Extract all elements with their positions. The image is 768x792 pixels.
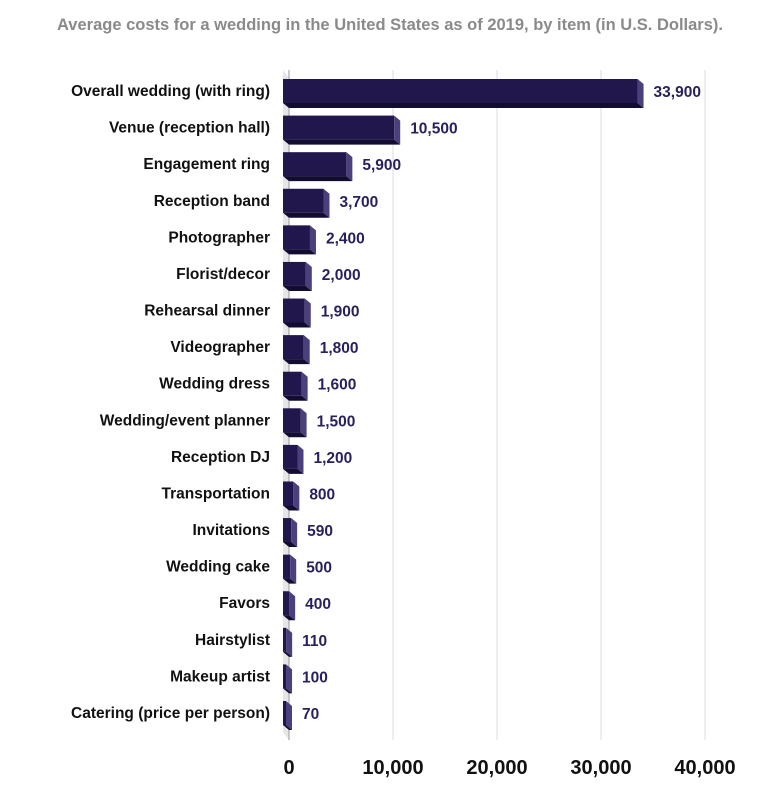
category-label: Engagement ring xyxy=(143,156,270,173)
value-label: 1,600 xyxy=(318,377,357,394)
category-label: Florist/decor xyxy=(176,266,270,283)
category-label: Videographer xyxy=(170,339,270,356)
value-label: 70 xyxy=(302,706,319,723)
x-tick-label: 30,000 xyxy=(570,757,631,779)
bar xyxy=(283,152,347,177)
value-label: 10,500 xyxy=(410,121,457,138)
bar xyxy=(283,591,290,616)
bar xyxy=(283,701,286,725)
bar xyxy=(283,371,302,396)
bar-bottom xyxy=(283,359,310,365)
value-label: 33,900 xyxy=(654,84,701,101)
value-label: 2,000 xyxy=(322,267,361,284)
category-label: Venue (reception hall) xyxy=(109,120,270,137)
bar-bottom xyxy=(283,103,644,108)
bar xyxy=(283,225,310,250)
bar-side xyxy=(286,701,292,730)
bar-bottom xyxy=(283,688,293,694)
bar xyxy=(283,481,294,506)
bar-bottom xyxy=(283,139,401,145)
bar-side xyxy=(289,591,296,621)
category-label: Reception band xyxy=(154,193,270,210)
bar-side xyxy=(291,518,298,548)
category-label: Photographer xyxy=(168,229,270,246)
bar xyxy=(283,115,395,140)
category-label: Makeup artist xyxy=(170,668,270,685)
category-label: Transportation xyxy=(161,485,270,502)
bar-bottom xyxy=(283,395,308,401)
x-tick-label: 0 xyxy=(283,757,294,779)
bar-bottom xyxy=(283,285,312,291)
value-label: 100 xyxy=(302,669,328,686)
bar-bottom xyxy=(283,249,316,255)
chart-title: Average costs for a wedding in the Unite… xyxy=(57,16,723,34)
category-label: Hairstylist xyxy=(195,632,270,649)
bar-side xyxy=(303,335,310,365)
value-label: 590 xyxy=(307,523,333,540)
bar-side xyxy=(305,261,312,291)
category-label: Catering (price per person) xyxy=(71,705,270,722)
bar-side xyxy=(304,298,311,328)
bar-bottom xyxy=(283,651,293,657)
bar-bottom xyxy=(283,725,292,730)
bar-bottom xyxy=(283,615,296,621)
x-tick-label: 40,000 xyxy=(674,757,735,779)
bar-bottom xyxy=(283,322,311,328)
category-label: Wedding dress xyxy=(159,376,270,393)
bar-side xyxy=(297,444,304,474)
category-label: Wedding cake xyxy=(166,559,270,576)
category-label: Rehearsal dinner xyxy=(144,303,270,320)
bar-bottom xyxy=(283,176,353,182)
bar xyxy=(283,261,306,286)
bar-side xyxy=(293,481,300,511)
value-label: 1,900 xyxy=(321,304,360,321)
value-label: 800 xyxy=(309,486,335,503)
bar xyxy=(283,444,298,469)
bar-side xyxy=(301,371,308,401)
value-label: 110 xyxy=(302,633,327,650)
value-label: 1,500 xyxy=(317,413,356,430)
bar-bottom xyxy=(283,578,297,584)
bar xyxy=(283,664,287,689)
bar xyxy=(283,79,638,103)
category-label: Invitations xyxy=(192,522,270,539)
category-label: Overall wedding (with ring) xyxy=(71,83,270,100)
bar-bottom xyxy=(283,432,307,438)
x-tick-label: 20,000 xyxy=(466,757,527,779)
bar-side xyxy=(323,188,330,218)
bar-side xyxy=(286,664,293,694)
value-label: 400 xyxy=(305,596,331,613)
bar xyxy=(283,627,287,652)
bar-bottom xyxy=(283,468,304,474)
bar xyxy=(283,335,304,360)
value-label: 2,400 xyxy=(326,230,365,247)
value-label: 1,800 xyxy=(320,340,359,357)
bar-side xyxy=(346,152,353,182)
bar xyxy=(283,518,292,543)
value-label: 500 xyxy=(306,560,332,577)
bar-side xyxy=(309,225,316,255)
bar-side xyxy=(290,554,297,584)
bar xyxy=(283,554,291,579)
category-label: Favors xyxy=(219,595,270,612)
value-label: 5,900 xyxy=(362,157,401,174)
category-label: Wedding/event planner xyxy=(100,412,270,429)
category-label: Reception DJ xyxy=(171,449,270,466)
bar-side xyxy=(637,79,644,108)
bar-side xyxy=(286,627,293,657)
bar xyxy=(283,298,305,323)
bar-bottom xyxy=(283,542,298,548)
x-tick-label: 10,000 xyxy=(362,757,423,779)
value-label: 1,200 xyxy=(313,450,352,467)
bar-bottom xyxy=(283,505,300,511)
bar xyxy=(283,408,301,433)
bar-bottom xyxy=(283,212,330,218)
bar-side xyxy=(300,408,307,438)
value-label: 3,700 xyxy=(339,194,378,211)
bar xyxy=(283,188,324,213)
bar-side xyxy=(394,115,401,145)
